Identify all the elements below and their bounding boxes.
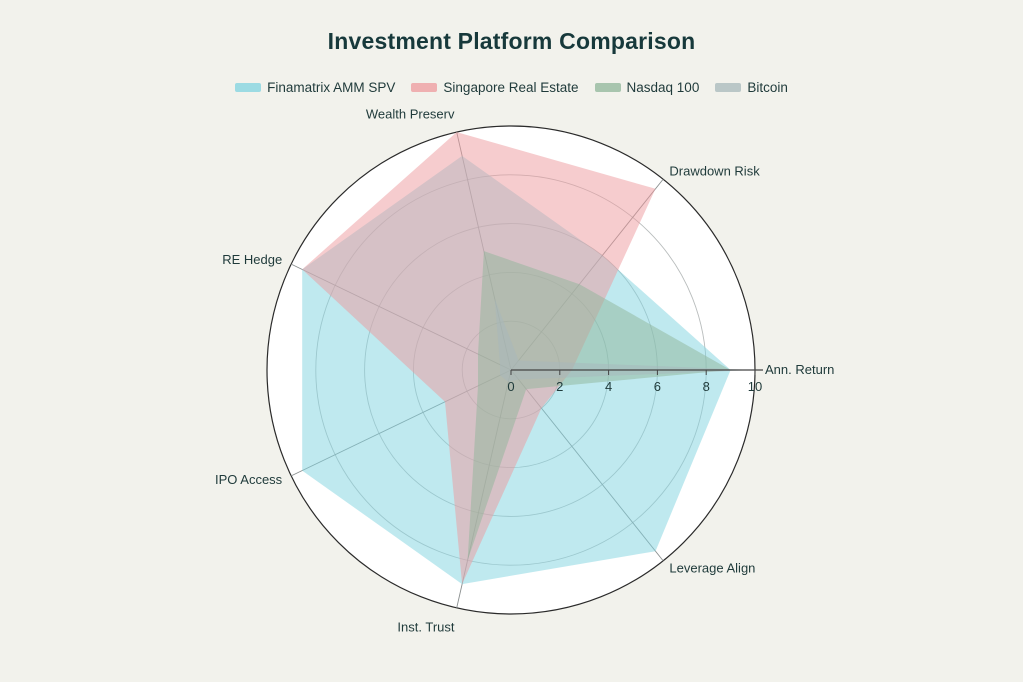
legend-swatch xyxy=(715,83,742,92)
radial-tick-label: 10 xyxy=(748,379,762,394)
axis-label: Inst. Trust xyxy=(397,620,454,635)
radial-tick-label: 8 xyxy=(703,379,710,394)
series-area-2 xyxy=(467,251,731,561)
series-area-3 xyxy=(494,298,755,382)
axis-label: Drawdown Risk xyxy=(669,163,760,178)
legend: Finamatrix AMM SPV Singapore Real Estate… xyxy=(0,80,1023,95)
radial-tick-label: 0 xyxy=(507,379,514,394)
legend-label: Nasdaq 100 xyxy=(626,80,700,95)
axis-label: RE Hedge xyxy=(222,252,282,267)
legend-item-finamatrix[interactable]: Finamatrix AMM SPV xyxy=(235,80,395,95)
legend-swatch xyxy=(235,83,262,92)
legend-label: Singapore Real Estate xyxy=(443,80,579,95)
legend-label: Finamatrix AMM SPV xyxy=(267,80,396,95)
axis-label: Leverage Align xyxy=(669,561,755,576)
legend-swatch xyxy=(411,83,438,92)
radial-tick-label: 4 xyxy=(605,379,612,394)
axis-label: IPO Access xyxy=(215,472,283,487)
legend-item-bitcoin[interactable]: Bitcoin xyxy=(715,80,788,95)
axis-label: Ann. Return xyxy=(765,362,834,377)
legend-swatch xyxy=(594,83,621,92)
radial-tick-label: 6 xyxy=(654,379,661,394)
radial-tick-label: 2 xyxy=(556,379,563,394)
legend-label: Bitcoin xyxy=(747,80,788,95)
legend-item-nasdaq-100[interactable]: Nasdaq 100 xyxy=(594,80,700,95)
legend-item-singapore-real-estate[interactable]: Singapore Real Estate xyxy=(411,80,579,95)
axis-label: Wealth Preserv xyxy=(366,106,455,121)
chart-title: Investment Platform Comparison xyxy=(327,28,696,54)
